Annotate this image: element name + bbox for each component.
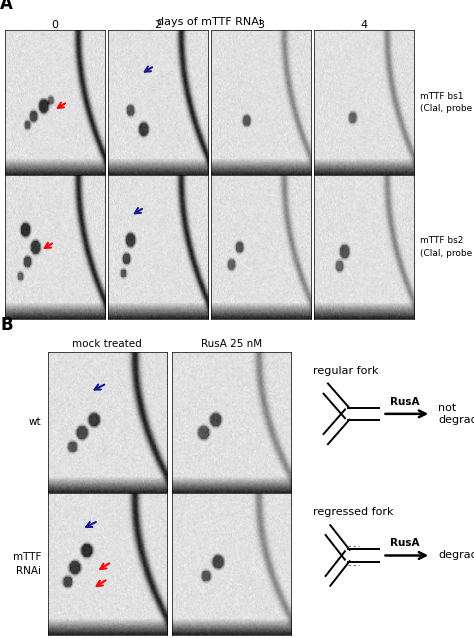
- Text: A: A: [0, 0, 13, 13]
- Text: mTTF bs1
(ClaI, probe 9): mTTF bs1 (ClaI, probe 9): [419, 92, 474, 114]
- Text: regressed fork: regressed fork: [313, 507, 393, 517]
- Text: 0: 0: [51, 20, 58, 30]
- Text: days of mTTF RNAi: days of mTTF RNAi: [157, 17, 262, 27]
- Text: B: B: [0, 316, 13, 334]
- Text: wt: wt: [28, 417, 41, 427]
- Text: regular fork: regular fork: [313, 366, 379, 376]
- Text: 3: 3: [257, 20, 264, 30]
- Text: RusA: RusA: [390, 397, 420, 407]
- Text: 4: 4: [361, 20, 368, 30]
- Text: not
degraded: not degraded: [438, 403, 474, 425]
- Text: RusA 25 nM: RusA 25 nM: [201, 339, 262, 350]
- Text: RusA: RusA: [390, 538, 420, 549]
- Text: mTTF bs2
(ClaI, probe 6): mTTF bs2 (ClaI, probe 6): [419, 236, 474, 258]
- Text: degraded: degraded: [438, 551, 474, 561]
- Text: mTTF
RNAi: mTTF RNAi: [13, 553, 41, 575]
- Text: mock treated: mock treated: [73, 339, 142, 350]
- Text: 2: 2: [155, 20, 162, 30]
